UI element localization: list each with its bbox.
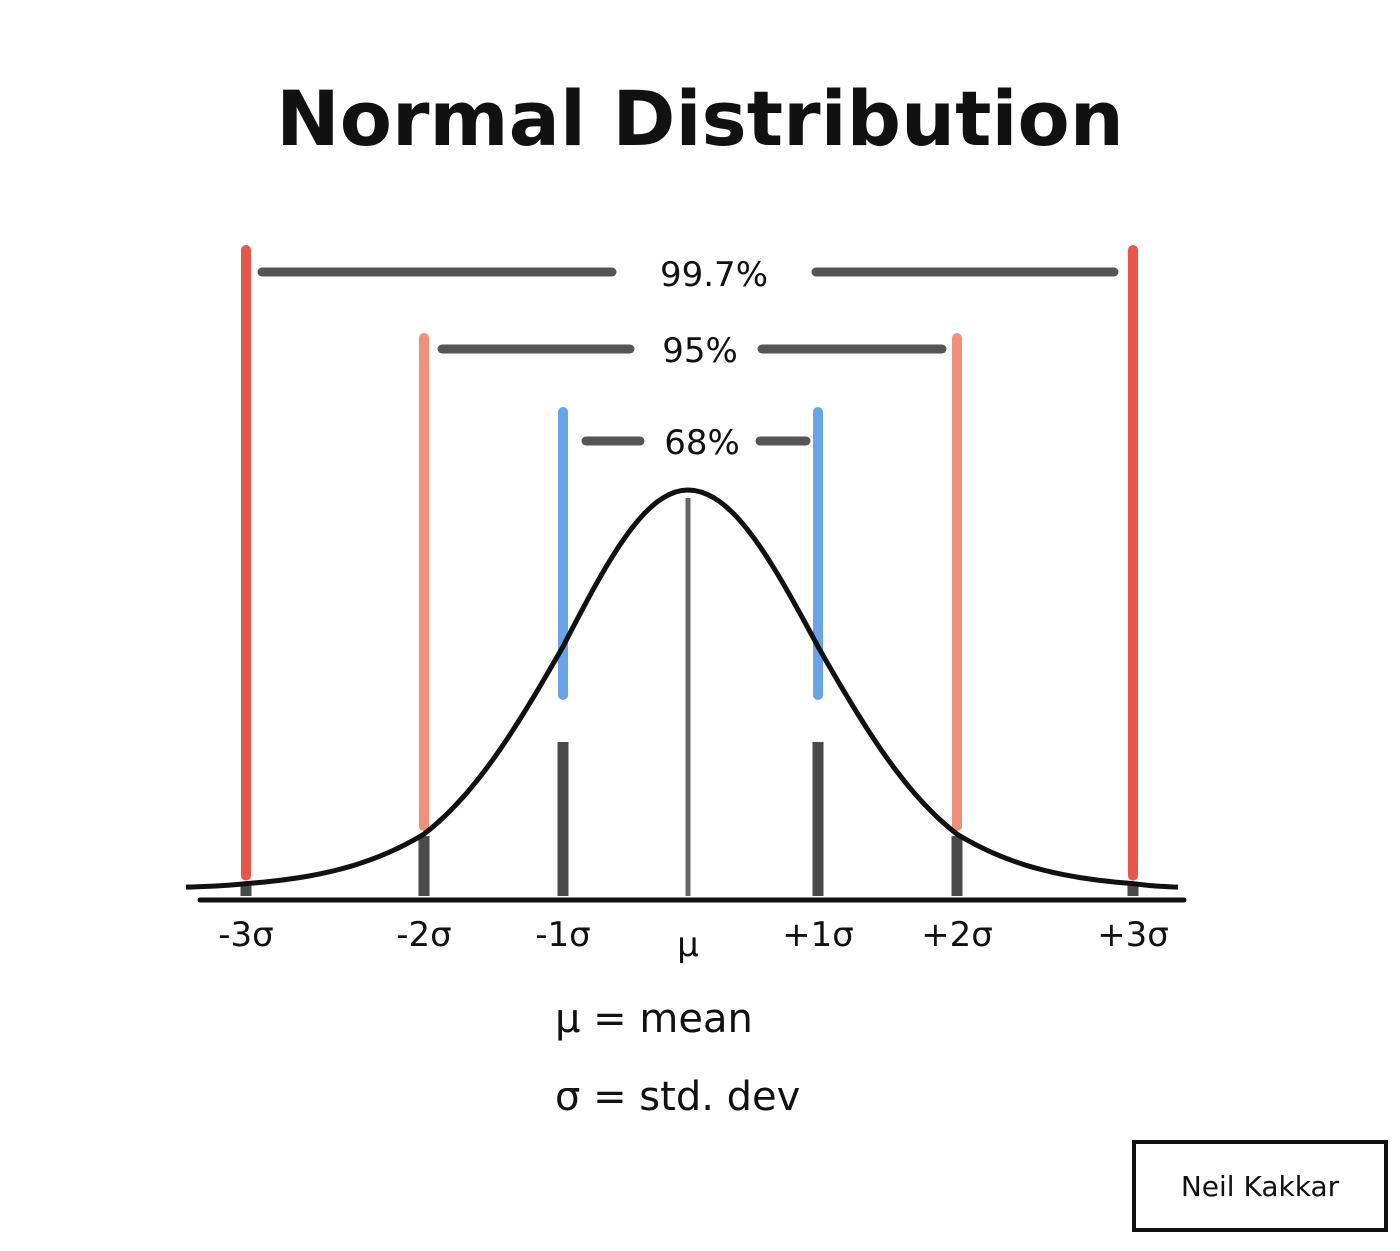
tick-label: -2σ bbox=[396, 915, 451, 955]
range-label-68: 68% bbox=[664, 423, 740, 463]
legend-mean: μ = mean bbox=[555, 996, 753, 1042]
percentage-brackets: 99.7% 95% 68% bbox=[257, 255, 1119, 463]
bell-curve bbox=[185, 487, 1179, 890]
credit-box bbox=[1132, 1140, 1388, 1232]
tick-label: +1σ bbox=[782, 915, 854, 955]
tick-label: -3σ bbox=[218, 915, 273, 955]
tick-label: +2σ bbox=[921, 915, 993, 955]
range-label-95: 95% bbox=[662, 331, 738, 371]
tick-label: +3σ bbox=[1097, 915, 1169, 955]
tick-label: μ bbox=[677, 925, 699, 965]
range-label-99-7: 99.7% bbox=[660, 255, 768, 295]
diagram-title: Normal Distribution bbox=[276, 74, 1124, 163]
tick-label: -1σ bbox=[535, 915, 590, 955]
credit-text: Neil Kakkar bbox=[1181, 1170, 1340, 1203]
tick-labels: -3σ -2σ -1σ μ +1σ +2σ +3σ bbox=[218, 915, 1169, 965]
legend-std-dev: σ = std. dev bbox=[555, 1074, 800, 1120]
range-bars bbox=[241, 245, 1138, 881]
under-curve-segments bbox=[240, 742, 1139, 896]
